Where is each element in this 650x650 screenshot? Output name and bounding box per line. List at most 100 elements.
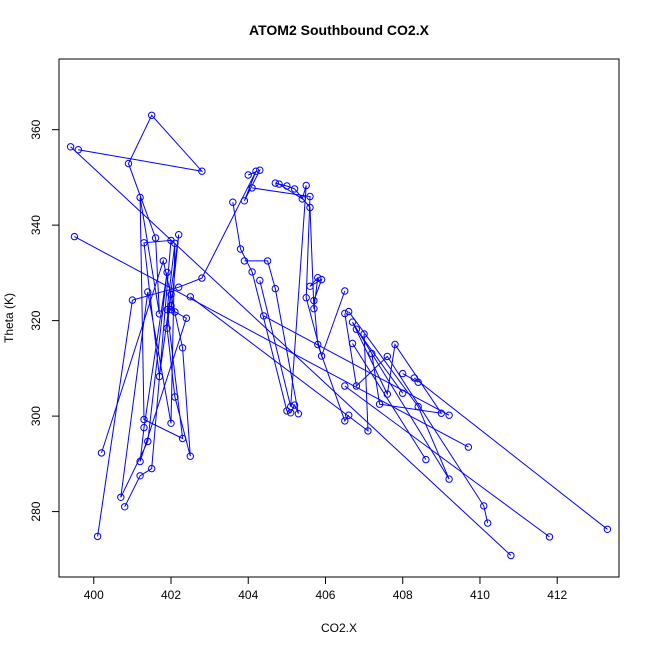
data-point — [97, 449, 106, 457]
data-point — [163, 268, 171, 277]
data-point — [287, 402, 295, 411]
x-tick-label: 410 — [470, 588, 490, 602]
data-point — [464, 443, 473, 451]
y-axis-label: Theta (K) — [2, 293, 16, 343]
series-line — [74, 236, 469, 448]
y-axis: 280 300 320 340 360 — [29, 119, 60, 522]
data-point — [391, 340, 399, 349]
y-tick-label: 360 — [29, 119, 43, 139]
data-point — [186, 293, 195, 301]
data-point — [256, 276, 264, 285]
series-line — [352, 343, 427, 460]
x-tick-label: 408 — [393, 588, 413, 602]
data-point — [410, 374, 418, 382]
data-point — [341, 287, 349, 295]
data-point — [248, 184, 256, 192]
x-tick-label: 406 — [315, 588, 335, 602]
data-point — [275, 180, 283, 188]
x-tick-label: 412 — [547, 588, 567, 602]
data-point — [140, 415, 148, 424]
x-axis: 400 402 404 406 408 410 412 — [84, 576, 568, 602]
x-tick-label: 402 — [161, 588, 181, 602]
data-point — [229, 198, 237, 206]
data-point — [368, 349, 376, 358]
data-point — [117, 493, 125, 501]
data-point — [171, 393, 179, 401]
data-point — [310, 296, 318, 305]
data-point — [167, 236, 175, 245]
data-point — [236, 245, 245, 253]
data-point — [240, 197, 249, 205]
series-line — [344, 313, 489, 524]
data-point — [484, 519, 492, 527]
data-point — [167, 419, 175, 427]
data-point — [260, 312, 268, 320]
series-line — [413, 377, 608, 530]
data-point — [271, 179, 279, 187]
data-point — [163, 324, 171, 332]
data-point — [283, 407, 291, 415]
y-tick-label: 320 — [29, 310, 43, 330]
data-point — [352, 382, 361, 390]
data-point — [178, 344, 187, 352]
y-tick-label: 340 — [29, 215, 43, 235]
series-line — [252, 187, 346, 358]
data-point — [302, 294, 310, 302]
data-point — [121, 503, 129, 511]
series-line — [344, 385, 550, 538]
data-point — [144, 288, 152, 296]
data-point — [182, 314, 191, 322]
data-point — [364, 427, 372, 435]
data-point — [155, 310, 164, 318]
data-point — [445, 475, 453, 483]
data-point — [74, 146, 83, 154]
data-point — [124, 159, 133, 168]
data-point — [383, 352, 391, 361]
data-point — [545, 533, 554, 541]
chart-title: ATOM2 Southbound CO2.X — [249, 22, 430, 38]
data-point — [341, 309, 349, 318]
data-point — [290, 401, 299, 409]
data-point — [341, 382, 349, 390]
data-point — [244, 171, 252, 179]
data-point — [348, 318, 357, 326]
y-tick-label: 300 — [29, 406, 43, 426]
x-tick-label: 404 — [238, 588, 258, 602]
data-point — [345, 411, 353, 419]
data-point — [175, 283, 183, 291]
series-line — [263, 315, 450, 416]
data-point — [360, 330, 368, 338]
data-point — [399, 369, 407, 378]
series-line — [355, 328, 404, 394]
data-point — [414, 378, 422, 386]
data-point — [507, 551, 515, 560]
data-point — [159, 257, 168, 265]
data-point — [93, 532, 102, 541]
data-point — [148, 464, 156, 473]
data-point — [290, 185, 299, 193]
data-point — [375, 400, 384, 408]
data-point — [198, 274, 206, 282]
data-point — [317, 275, 326, 284]
data-point — [66, 143, 75, 151]
data-point — [480, 502, 488, 510]
data-point — [175, 231, 183, 239]
series-line — [348, 311, 450, 480]
data-point — [422, 455, 430, 464]
data-point — [240, 257, 249, 265]
data-point — [167, 290, 175, 299]
data-point — [256, 166, 264, 174]
data-point — [151, 234, 160, 242]
x-tick-label: 400 — [84, 588, 104, 602]
data-point — [314, 274, 322, 282]
data-point — [136, 457, 144, 466]
data-point — [283, 182, 291, 190]
data-point — [317, 352, 326, 360]
y-tick-label: 280 — [29, 501, 43, 521]
data-point — [198, 167, 206, 175]
data-point — [171, 308, 179, 316]
data-point — [167, 302, 175, 310]
data-point — [603, 525, 612, 533]
data-point — [128, 296, 137, 304]
